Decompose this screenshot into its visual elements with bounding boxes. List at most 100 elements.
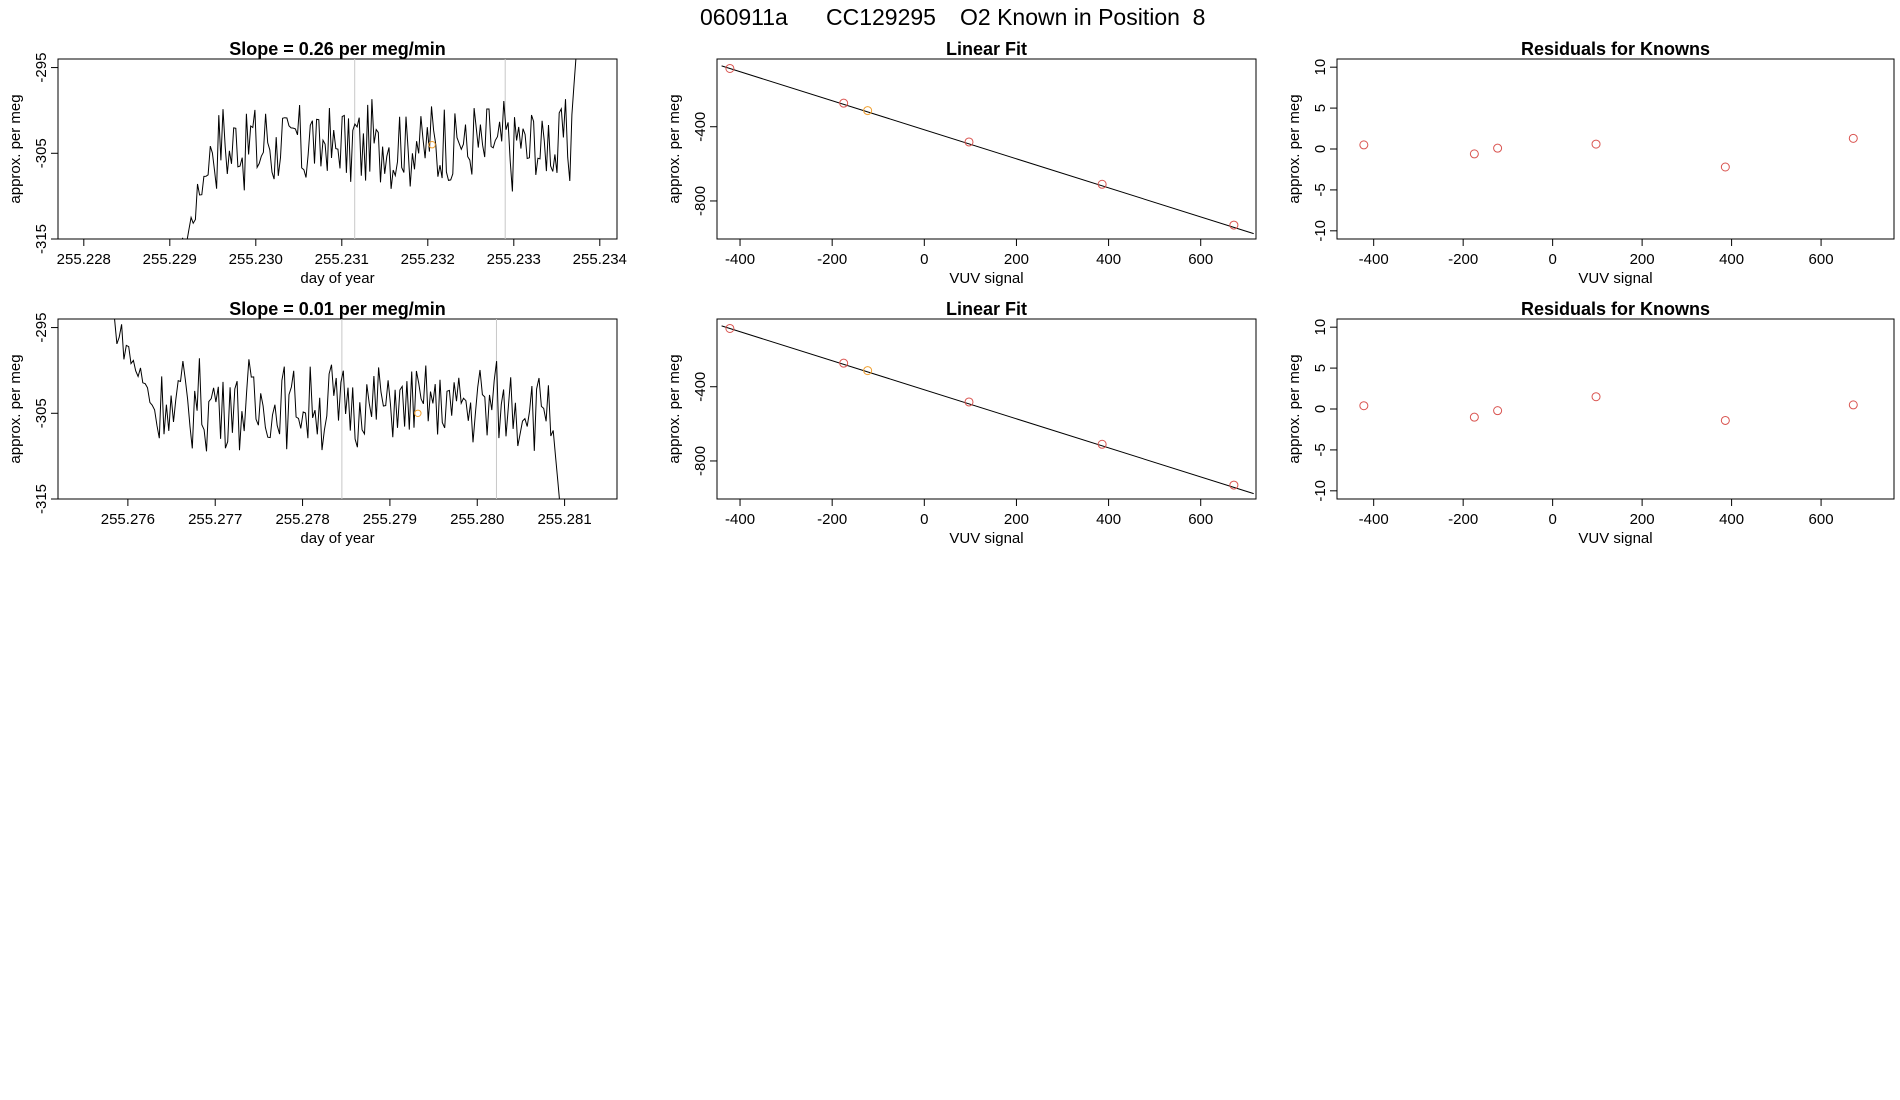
data-point xyxy=(1359,140,1369,150)
x-tick-label: 400 xyxy=(1719,511,1744,528)
panel-title: Linear Fit xyxy=(946,39,1027,59)
plot-frame xyxy=(1336,58,1895,240)
panel-title: Residuals for Knowns xyxy=(1521,39,1710,59)
x-tick-label: 255.231 xyxy=(315,251,369,268)
x-tick-label: 400 xyxy=(1719,251,1744,268)
x-tick-label: 255.277 xyxy=(188,511,242,528)
y-axis-label: approx. per meg xyxy=(1286,354,1303,463)
data-point xyxy=(1359,401,1369,411)
x-tick-label: 600 xyxy=(1809,251,1834,268)
data-point xyxy=(839,358,849,368)
y-tick-label: 10 xyxy=(1312,59,1329,76)
y-tick-label: -295 xyxy=(33,313,50,343)
data-point xyxy=(863,106,873,116)
x-tick-label: -400 xyxy=(1359,511,1389,528)
data-point xyxy=(1591,139,1601,149)
data-point xyxy=(1493,406,1503,416)
y-axis-label: approx. per meg xyxy=(666,94,683,203)
figure-title-cylinder: CC129295 xyxy=(826,4,936,30)
x-tick-label: 255.281 xyxy=(537,511,591,528)
panel-title: Residuals for Knowns xyxy=(1521,299,1710,319)
plot-area xyxy=(181,59,577,239)
x-axis-label: VUV signal xyxy=(949,530,1023,547)
data-point xyxy=(725,63,735,73)
plot-frame xyxy=(1336,318,1895,500)
x-tick-label: -200 xyxy=(1448,511,1478,528)
y-tick-label: -400 xyxy=(692,112,709,142)
x-tick-label: 255.229 xyxy=(143,251,197,268)
data-point xyxy=(1097,439,1107,449)
data-point xyxy=(1720,162,1730,172)
plot-frame xyxy=(716,318,1257,500)
y-tick-label: 5 xyxy=(1312,104,1329,112)
x-tick-label: 255.232 xyxy=(401,251,455,268)
data-point xyxy=(964,397,974,407)
plot-frame xyxy=(57,318,618,500)
data-point xyxy=(1720,415,1730,425)
y-tick-label: -315 xyxy=(33,224,50,254)
plot-area xyxy=(1359,133,1858,172)
x-tick-label: 600 xyxy=(1809,511,1834,528)
x-tick-label: -200 xyxy=(817,251,847,268)
data-point xyxy=(1229,480,1239,490)
plot-area xyxy=(721,63,1254,235)
panel-title: Slope = 0.26 per meg/min xyxy=(229,39,446,59)
x-tick-label: -400 xyxy=(725,251,755,268)
y-tick-label: -295 xyxy=(33,53,50,83)
y-tick-label: -5 xyxy=(1312,183,1329,196)
figure-title-description: O2 Known in Position 8 xyxy=(960,4,1205,30)
y-tick-label: 10 xyxy=(1312,319,1329,336)
data-point xyxy=(863,366,873,376)
fit-line xyxy=(721,325,1254,495)
x-tick-label: -400 xyxy=(1359,251,1389,268)
x-tick-label: 255.278 xyxy=(275,511,329,528)
data-point xyxy=(1848,400,1858,410)
x-tick-label: 255.233 xyxy=(487,251,541,268)
y-axis-label: approx. per meg xyxy=(666,354,683,463)
y-tick-label: -800 xyxy=(692,186,709,216)
y-tick-label: -5 xyxy=(1312,443,1329,456)
x-tick-label: 200 xyxy=(1004,251,1029,268)
data-point xyxy=(1493,143,1503,153)
x-tick-label: -400 xyxy=(725,511,755,528)
y-axis-label: approx. per meg xyxy=(7,354,24,463)
highlight-point xyxy=(414,409,422,417)
y-tick-label: -305 xyxy=(33,138,50,168)
y-tick-label: -800 xyxy=(692,446,709,476)
x-axis-label: VUV signal xyxy=(949,270,1023,287)
x-tick-label: 200 xyxy=(1630,511,1655,528)
data-point xyxy=(1469,412,1479,422)
panel-title: Linear Fit xyxy=(946,299,1027,319)
y-axis-label: approx. per meg xyxy=(7,94,24,203)
x-tick-label: 255.279 xyxy=(363,511,417,528)
x-tick-label: 255.228 xyxy=(57,251,111,268)
x-tick-label: 255.230 xyxy=(229,251,283,268)
x-tick-label: 0 xyxy=(920,251,928,268)
y-tick-label: -10 xyxy=(1312,480,1329,502)
y-tick-label: -400 xyxy=(692,372,709,402)
x-tick-label: 400 xyxy=(1096,251,1121,268)
y-tick-label: -10 xyxy=(1312,220,1329,242)
figure-title-id: 060911a xyxy=(700,4,788,30)
x-tick-label: 600 xyxy=(1188,251,1213,268)
x-tick-label: -200 xyxy=(1448,251,1478,268)
data-point xyxy=(839,98,849,108)
data-point xyxy=(1469,149,1479,159)
x-tick-label: 255.276 xyxy=(101,511,155,528)
x-axis-label: VUV signal xyxy=(1578,270,1652,287)
data-point xyxy=(1591,392,1601,402)
x-tick-label: 600 xyxy=(1188,511,1213,528)
y-tick-label: 0 xyxy=(1312,405,1329,413)
data-point xyxy=(1229,220,1239,230)
x-tick-label: -200 xyxy=(817,511,847,528)
y-tick-label: 0 xyxy=(1312,145,1329,153)
panel-title: Slope = 0.01 per meg/min xyxy=(229,299,446,319)
series-line xyxy=(114,319,560,499)
x-tick-label: 200 xyxy=(1004,511,1029,528)
x-tick-label: 0 xyxy=(1548,511,1556,528)
y-tick-label: 5 xyxy=(1312,364,1329,372)
x-tick-label: 255.280 xyxy=(450,511,504,528)
x-tick-label: 400 xyxy=(1096,511,1121,528)
plot-frame xyxy=(57,58,618,240)
